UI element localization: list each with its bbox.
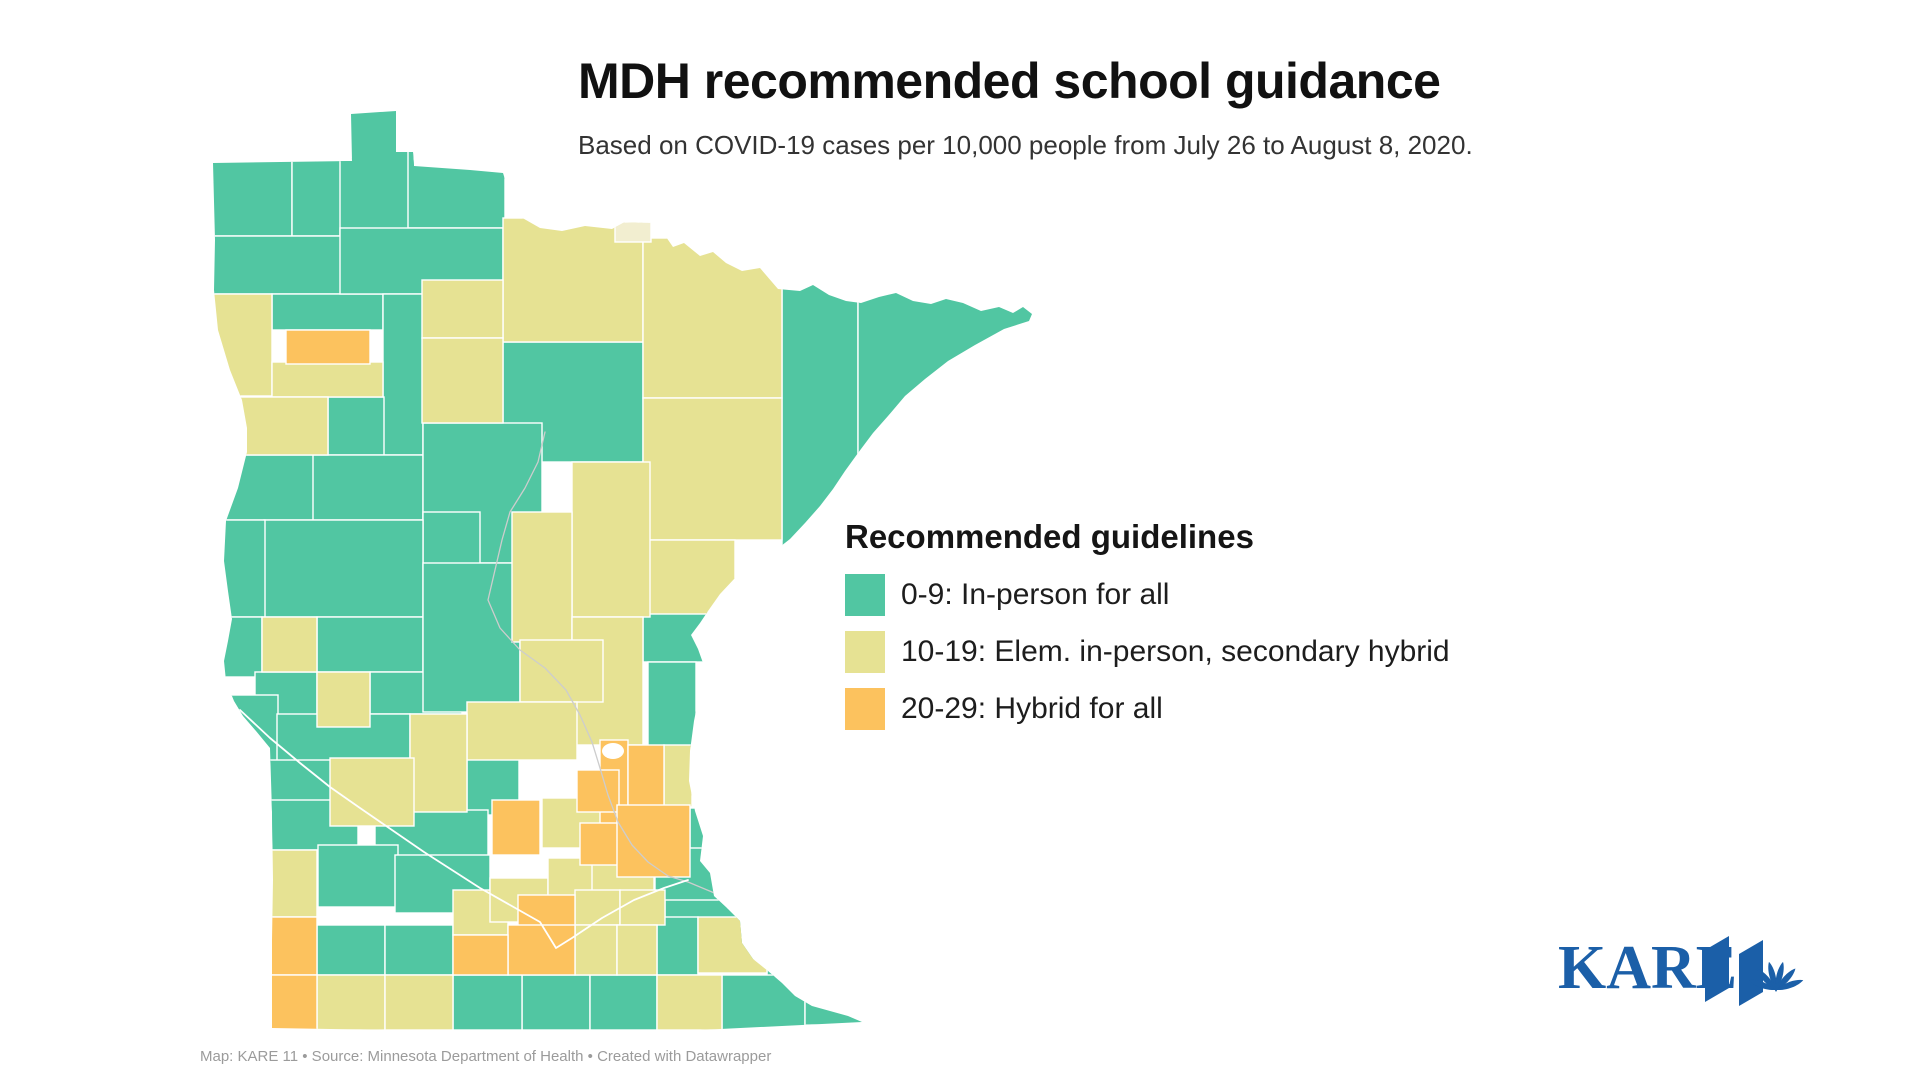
county-region[interactable] xyxy=(271,293,384,331)
county-region[interactable] xyxy=(616,924,658,976)
county-region[interactable] xyxy=(204,293,273,397)
county-region[interactable] xyxy=(422,562,521,713)
county-region[interactable] xyxy=(327,396,385,456)
county-region[interactable] xyxy=(466,701,578,761)
county-region[interactable] xyxy=(285,329,371,365)
peacock-feather xyxy=(1756,968,1776,990)
county-region[interactable] xyxy=(204,616,263,678)
page-title: MDH recommended school guidance xyxy=(578,53,1441,109)
county-region[interactable] xyxy=(316,616,424,673)
county-region[interactable] xyxy=(642,237,783,399)
county-region[interactable] xyxy=(574,889,621,926)
county-region[interactable] xyxy=(384,974,454,1031)
county-region[interactable] xyxy=(619,889,666,926)
county-region[interactable] xyxy=(316,924,386,976)
county-region[interactable] xyxy=(804,972,868,1026)
county-region[interactable] xyxy=(647,661,697,748)
page-subtitle: Based on COVID-19 cases per 10,000 peopl… xyxy=(578,130,1473,160)
county-region[interactable] xyxy=(316,671,371,728)
county-region[interactable] xyxy=(329,757,415,827)
legend-swatch-green xyxy=(845,574,885,616)
county-region[interactable] xyxy=(689,807,767,851)
county-region[interactable] xyxy=(269,916,318,976)
legend-swatch-orange xyxy=(845,688,885,730)
legend-item-in-person: 0-9: In-person for all xyxy=(845,574,1465,616)
legend-item-hybrid: 20-29: Hybrid for all xyxy=(845,688,1465,730)
county-region[interactable] xyxy=(384,924,454,976)
county-region[interactable] xyxy=(204,519,266,618)
county-region[interactable] xyxy=(219,694,279,766)
peacock-feather xyxy=(1768,961,1777,990)
county-region[interactable] xyxy=(204,396,329,456)
county-region[interactable] xyxy=(271,361,384,398)
county-region[interactable] xyxy=(519,639,604,703)
county-region[interactable] xyxy=(721,974,806,1031)
county-region[interactable] xyxy=(766,931,853,978)
county-region[interactable] xyxy=(421,337,504,424)
county-region[interactable] xyxy=(656,916,699,976)
county-region[interactable] xyxy=(407,149,506,229)
county-region[interactable] xyxy=(781,249,859,561)
county-region[interactable] xyxy=(339,108,416,237)
county-region[interactable] xyxy=(421,279,504,339)
attribution-text: Map: KARE 11 • Source: Minnesota Departm… xyxy=(200,1048,772,1065)
county-region[interactable] xyxy=(589,974,658,1031)
peacock-feather xyxy=(1776,979,1804,991)
legend-label: 20-29: Hybrid for all xyxy=(901,692,1163,725)
county-region[interactable] xyxy=(312,454,424,521)
county-region[interactable] xyxy=(663,744,693,808)
county-region[interactable] xyxy=(409,713,468,813)
legend-item-elem-in-person: 10-19: Elem. in-person, secondary hybrid xyxy=(845,631,1465,673)
peacock-feather xyxy=(1775,961,1784,990)
county-region[interactable] xyxy=(452,974,523,1031)
county-region[interactable] xyxy=(759,889,831,933)
peacock-feather xyxy=(1748,979,1776,991)
mille-lacs-lake xyxy=(602,743,624,759)
county-region[interactable] xyxy=(316,974,386,1031)
county-region[interactable] xyxy=(857,249,1038,481)
map-legend: Recommended guidelines 0-9: In-person fo… xyxy=(845,518,1465,745)
county-region[interactable] xyxy=(576,769,620,813)
county-region[interactable] xyxy=(697,916,768,974)
county-region[interactable] xyxy=(656,974,723,1031)
legend-swatch-yellow xyxy=(845,631,885,673)
county-region[interactable] xyxy=(382,293,424,456)
county-region[interactable] xyxy=(642,611,734,663)
nbc-peacock-icon xyxy=(1748,961,1804,992)
county-region[interactable] xyxy=(627,744,665,814)
county-region[interactable] xyxy=(642,397,783,541)
county-region[interactable] xyxy=(521,974,591,1031)
county-region[interactable] xyxy=(511,511,573,643)
river-line xyxy=(239,709,689,949)
county-region[interactable] xyxy=(317,844,399,908)
county-region[interactable] xyxy=(491,799,541,856)
county-region[interactable] xyxy=(204,235,347,295)
county-region[interactable] xyxy=(452,934,509,976)
county-region[interactable] xyxy=(269,974,318,1031)
county-region[interactable] xyxy=(263,519,424,618)
county-region[interactable] xyxy=(204,454,315,521)
legend-label: 0-9: In-person for all xyxy=(901,578,1170,611)
county-region[interactable] xyxy=(507,924,576,976)
county-region[interactable] xyxy=(269,849,318,918)
channel-11-mark xyxy=(1705,936,1763,1006)
peacock-body xyxy=(1769,980,1783,992)
county-region[interactable] xyxy=(642,539,736,615)
kare-11-logo: KARE xyxy=(1558,934,1804,1006)
legend-title: Recommended guidelines xyxy=(845,518,1254,555)
county-region[interactable] xyxy=(614,221,652,243)
legend-label: 10-19: Elem. in-person, secondary hybrid xyxy=(901,635,1450,668)
county-region[interactable] xyxy=(261,616,318,673)
county-region[interactable] xyxy=(571,461,651,618)
county-region[interactable] xyxy=(574,924,618,976)
county-region[interactable] xyxy=(204,157,293,237)
peacock-feather xyxy=(1776,968,1796,990)
